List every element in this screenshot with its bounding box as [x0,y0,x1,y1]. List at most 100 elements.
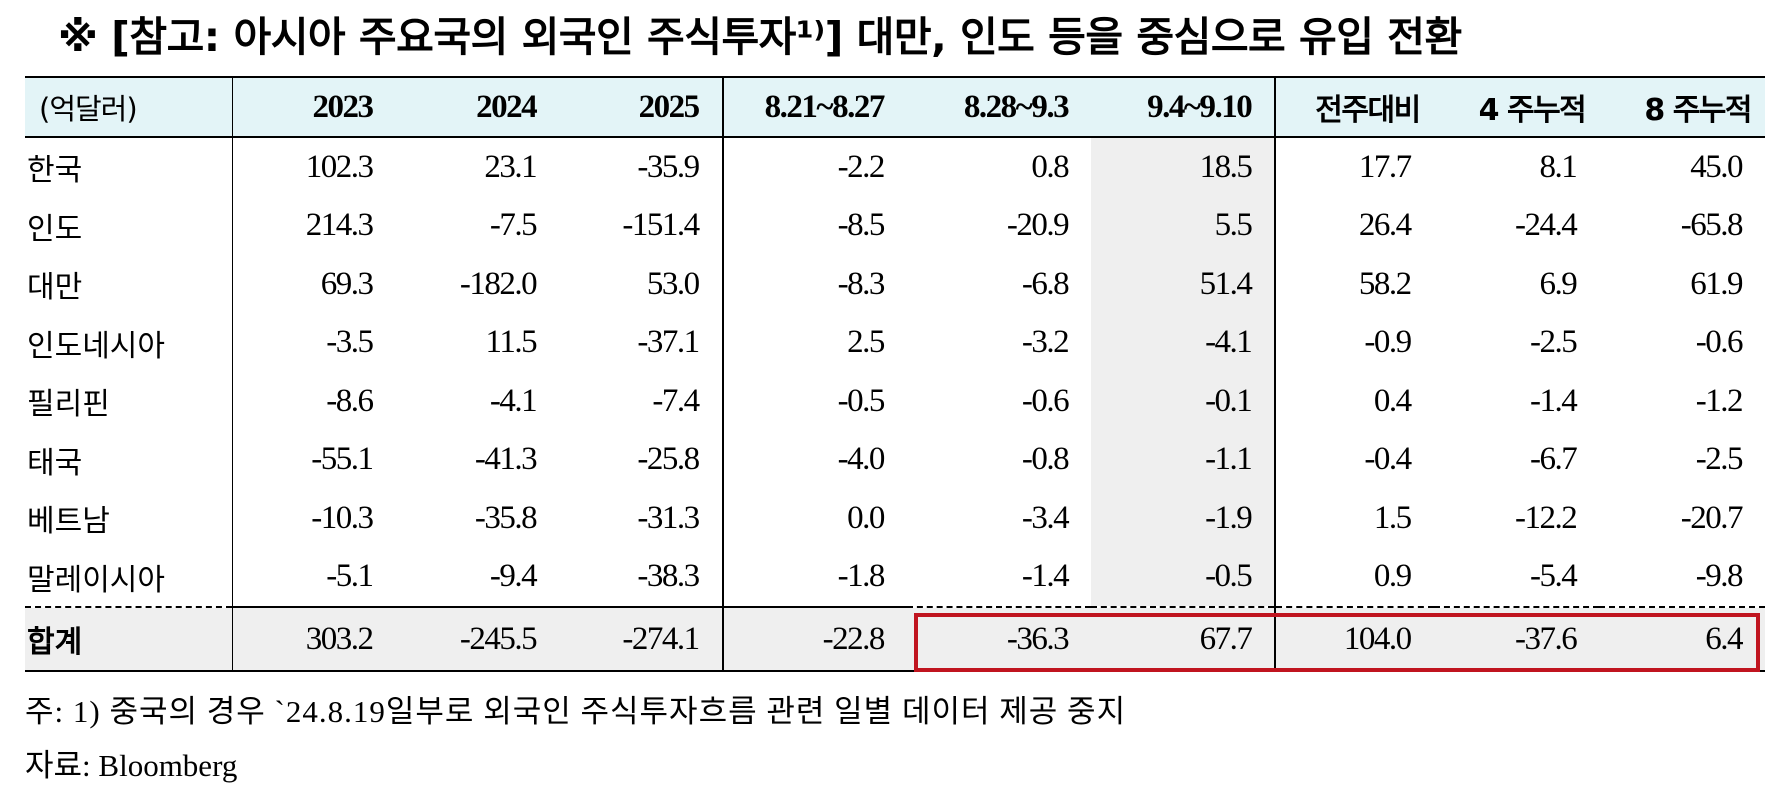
cell-week-2: -0.8 [1021,441,1070,478]
country-name: 베트남 [27,504,110,540]
header-8week-cumulative: 8 주누적 [1599,76,1765,138]
cell-y2023: 69.3 [231,255,396,314]
cell-wow-change: 0.4 [1274,372,1434,431]
header-2024: 2024 [395,76,560,138]
table-row: 대만 69.3 -182.0 53.0 -8.3 -6.8 51.4 58.2 6.9 61.9 [25,255,1765,314]
cell-wow-change: 104.0 [1274,606,1434,672]
cell-wow-change: -0.9 [1274,313,1434,372]
header-week-2: 8.28~9.3 [906,76,1092,138]
cell-y2024: -9.4 [489,558,538,595]
table-row: 인도네시아 -3.5 11.5 -37.1 2.5 -3.2 -4.1 -0.9 -2.5 -0.… [25,313,1765,372]
cell-cum-4week: 8.1 [1539,148,1578,185]
cell-week-1: -4.0 [721,430,907,489]
total-label: 합계 [25,606,233,672]
cell-cum-8week: -9.8 [1695,558,1744,595]
header-week-1: 8.21~8.27 [721,76,907,138]
cell-y2024: -4.1 [489,382,538,419]
cell-y2024: -182.0 [459,265,538,302]
cell-y2025: -38.3 [637,558,700,595]
cell-week-1: -2.2 [721,137,907,197]
cell-week-2: -1.4 [1021,558,1070,595]
cell-wow-change: 26.4 [1274,196,1434,255]
cell-week-2: -3.4 [1021,499,1070,536]
table-row: 말레이시아 -5.1 -9.4 -38.3 -1.8 -1.4 -0.5 0.9 -5.4 -9.… [25,547,1765,607]
cell-y2025: -151.4 [622,207,700,244]
cell-week-1: -8.5 [721,196,907,255]
header-week-3: 9.4~9.10 [1091,76,1276,138]
source-note: 자료: Bloomberg [25,748,238,783]
cell-wow-change: 17.7 [1274,137,1434,197]
country-name: 인도 [27,211,83,247]
cell-y2025: -31.3 [637,499,700,536]
cell-cum-4week: -6.7 [1530,441,1578,478]
cell-y2025: -35.9 [637,148,700,185]
header-wow-change: 전주대비 [1274,76,1434,138]
cell-cum-4week: -1.4 [1530,382,1578,419]
cell-y2023: 303.2 [231,606,396,672]
header-row: (억달러) 2023 2024 2025 8.21~8.27 8.28~9.3 … [25,76,1765,138]
country-name: 인도네시아 [27,328,165,364]
cell-week-2: 0.8 [1031,148,1069,185]
cell-cum-8week: -2.5 [1695,441,1744,478]
country-name: 태국 [27,445,83,481]
cell-week-3: 18.5 [1091,137,1276,197]
cell-y2025: -274.1 [559,606,723,672]
cell-cum-4week: -37.6 [1433,606,1600,672]
header-4week-cumulative: 4 주누적 [1433,76,1600,138]
cell-y2023: -55.1 [231,430,396,489]
cell-week-2: -20.9 [1006,207,1070,244]
cell-cum-4week: 6.9 [1539,265,1578,302]
header-2023: 2023 [231,76,396,138]
cell-cum-4week: -12.2 [1515,499,1578,536]
cell-cum-4week: -5.4 [1530,558,1578,595]
cell-cum-8week: -0.6 [1695,324,1744,361]
cell-y2025: -37.1 [637,324,700,361]
table-row: 인도 214.3 -7.5 -151.4 -8.5 -20.9 5.5 26.4 -24.4 -6… [25,196,1765,255]
cell-cum-8week: 61.9 [1690,265,1743,302]
table-row: 한국 102.3 23.1 -35.9 -2.2 0.8 18.5 17.7 8.1 45.0 [25,137,1765,197]
cell-week-1: -22.8 [721,606,907,672]
cell-y2024: 11.5 [485,324,538,361]
cell-week-1: 2.5 [721,313,907,372]
table-row: 베트남 -10.3 -35.8 -31.3 0.0 -3.4 -1.9 1.5 -12.2 -20… [25,489,1765,548]
cell-week-1: -8.3 [721,255,907,314]
cell-y2023: 102.3 [231,137,396,197]
cell-cum-8week: 6.4 [1599,606,1765,672]
cell-cum-4week: -2.5 [1530,324,1578,361]
footnote: 주: 1) 중국의 경우 `24.8.19일부로 외국인 주식투자흐름 관련 일… [25,694,1127,729]
cell-week-2: -0.6 [1021,382,1070,419]
cell-y2025: -7.4 [652,382,700,419]
cell-y2023: -10.3 [231,489,396,548]
cell-y2023: -3.5 [231,313,396,372]
cell-y2023: -8.6 [231,372,396,431]
country-name: 한국 [27,153,83,189]
cell-week-3: -1.1 [1091,430,1276,489]
header-unit: (억달러) [25,76,233,138]
cell-y2025: 53.0 [646,265,700,302]
cell-week-3: -0.1 [1091,372,1276,431]
cell-week-1: 0.0 [721,489,907,548]
total-row: 합계 303.2 -245.5 -274.1 -22.8 -36.3 67.7 104.0 -3… [25,606,1765,672]
table-row: 필리핀 -8.6 -4.1 -7.4 -0.5 -0.6 -0.1 0.4 -1.4 -1.2 [25,372,1765,431]
cell-cum-8week: 45.0 [1690,148,1743,185]
table-row: 태국 -55.1 -41.3 -25.8 -4.0 -0.8 -1.1 -0.4 -6.7 -2.… [25,430,1765,489]
cell-wow-change: 0.9 [1274,547,1434,607]
country-name: 대만 [27,270,83,306]
cell-cum-8week: -1.2 [1695,382,1744,419]
cell-wow-change: 1.5 [1274,489,1434,548]
cell-y2023: 214.3 [231,196,396,255]
cell-cum-4week: -24.4 [1515,207,1578,244]
cell-wow-change: -0.4 [1274,430,1434,489]
cell-week-3: -4.1 [1091,313,1276,372]
cell-week-3: 51.4 [1091,255,1276,314]
country-name: 필리핀 [27,387,110,423]
header-2025: 2025 [559,76,723,138]
cell-week-3: 67.7 [1091,606,1276,672]
cell-cum-8week: -20.7 [1680,499,1744,536]
cell-week-3: -0.5 [1091,547,1276,607]
cell-y2023: -5.1 [231,547,396,607]
cell-week-2: -36.3 [906,606,1092,672]
cell-y2024: -41.3 [474,441,538,478]
cell-cum-8week: -65.8 [1680,207,1744,244]
cell-wow-change: 58.2 [1274,255,1434,314]
